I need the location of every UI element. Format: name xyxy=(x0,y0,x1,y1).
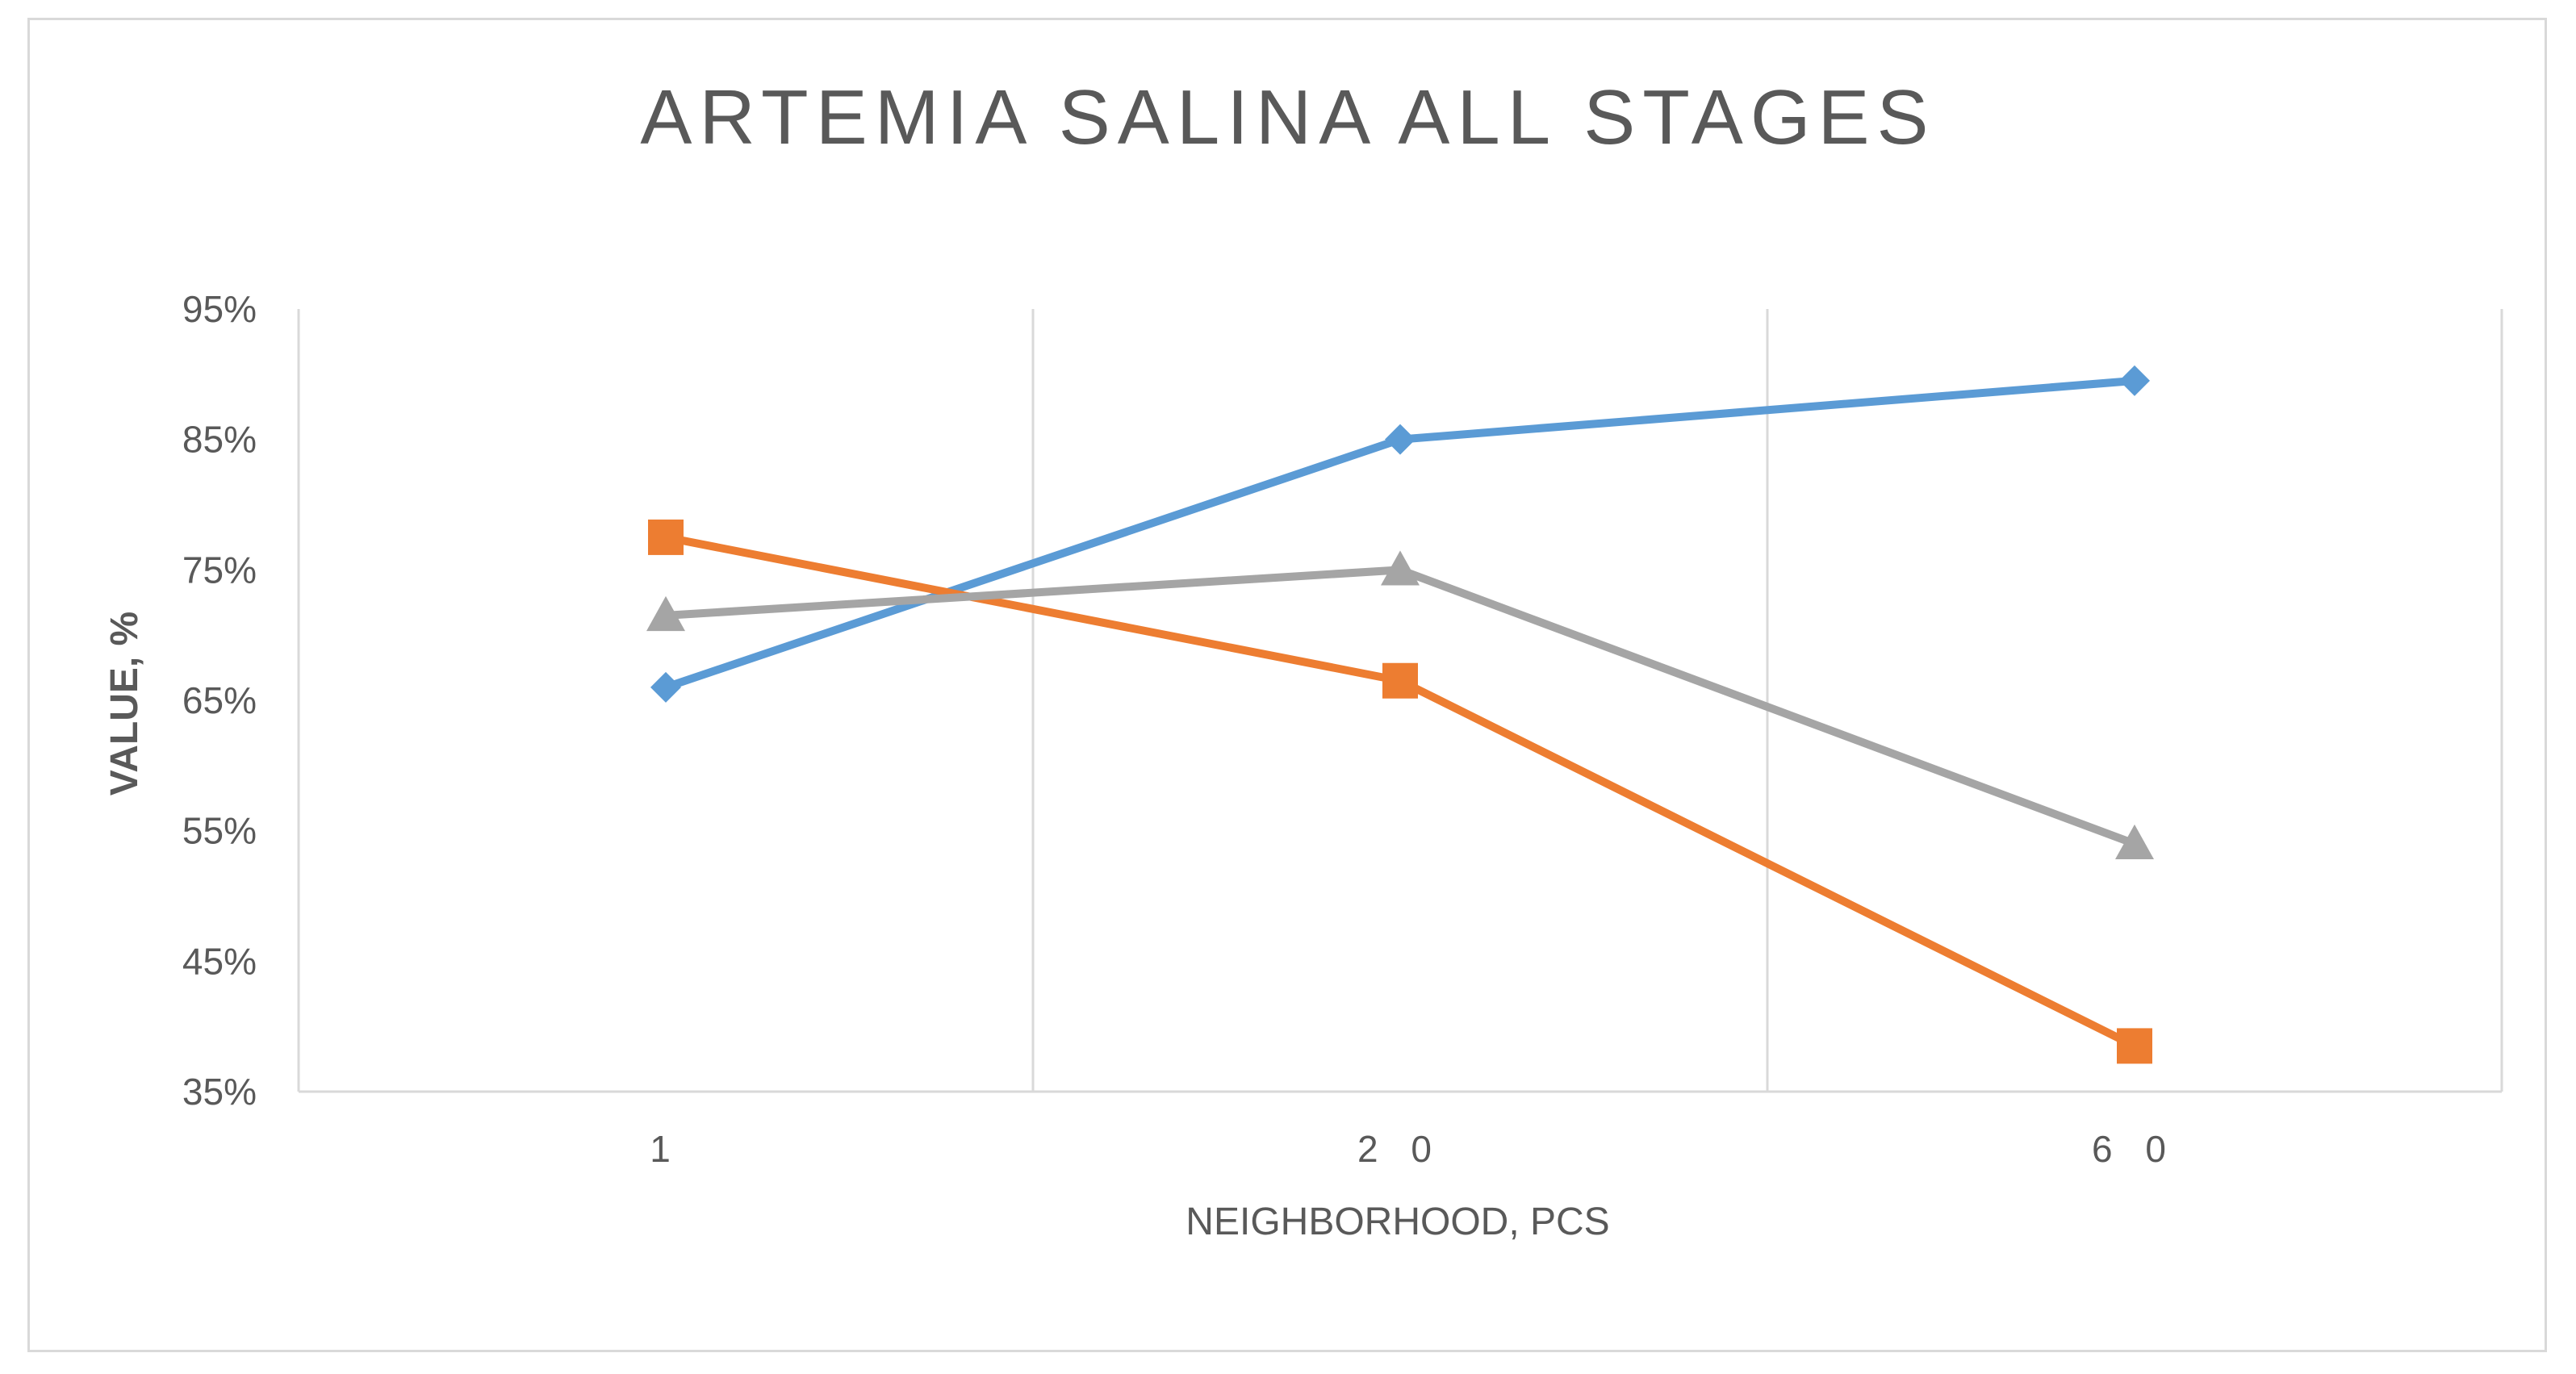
square-marker xyxy=(2117,1028,2152,1064)
x-axis-label: NEIGHBORHOOD, PCS xyxy=(1186,1201,1609,1243)
x-tick-label: 1 xyxy=(650,1128,682,1170)
y-tick-label: 35% xyxy=(182,1071,257,1113)
square-marker xyxy=(1382,662,1418,699)
square-marker xyxy=(648,519,684,555)
diamond-marker xyxy=(2119,365,2150,396)
diamond-marker xyxy=(650,671,681,703)
chart-title: ARTEMIA SALINA ALL STAGES xyxy=(640,74,1935,161)
series-lines xyxy=(662,376,2139,1050)
chart-area xyxy=(27,18,2547,1352)
triangle-marker xyxy=(2115,824,2154,860)
y-tick-label: 75% xyxy=(182,549,257,591)
y-axis-label: VALUE, % xyxy=(103,612,146,796)
y-axis-ticks: 95% 85% 75% 65% 55% 45% 35% xyxy=(182,288,257,1113)
y-tick-label: 65% xyxy=(182,679,257,721)
diamond-marker xyxy=(1385,424,1416,455)
series-markers xyxy=(646,365,2154,1064)
x-tick-label: 2 0 xyxy=(1357,1128,1443,1170)
gridlines xyxy=(297,309,2503,1092)
triangle-marker xyxy=(1381,550,1420,586)
y-tick-label: 55% xyxy=(182,810,257,852)
y-tick-label: 85% xyxy=(182,419,257,461)
y-tick-label: 95% xyxy=(182,288,257,330)
x-tick-label: 6 0 xyxy=(2092,1128,2177,1170)
x-axis-ticks: 1 2 0 6 0 xyxy=(650,1128,2177,1170)
triangle-marker xyxy=(646,595,685,632)
y-tick-label: 45% xyxy=(182,940,257,982)
